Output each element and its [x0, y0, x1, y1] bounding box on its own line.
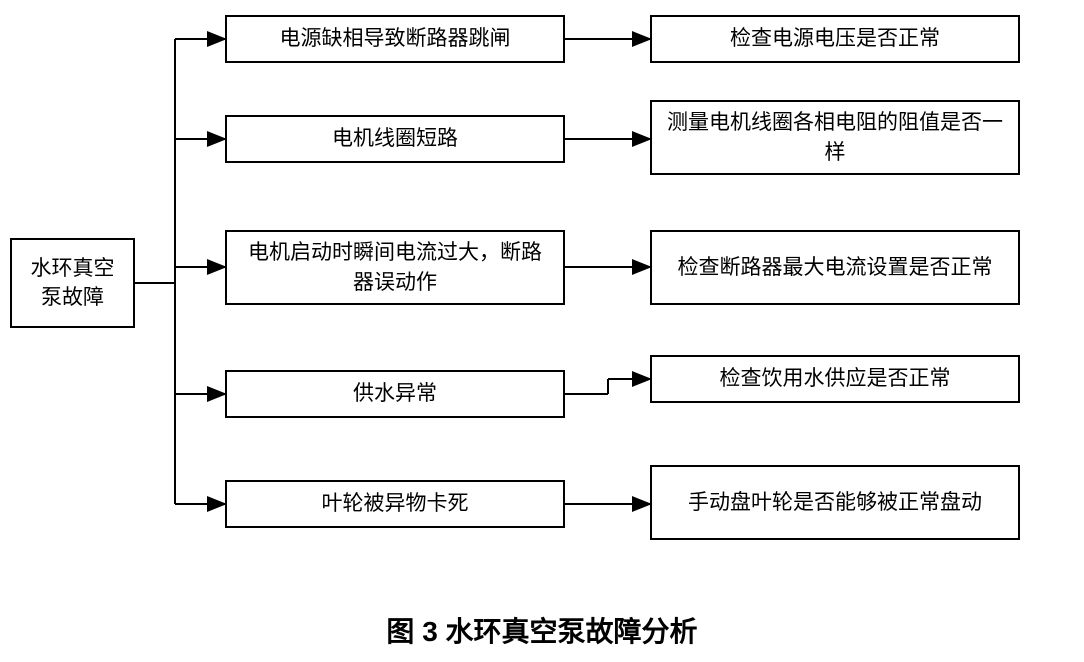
check-node-4: 手动盘叶轮是否能够被正常盘动: [650, 465, 1020, 540]
check-node-2: 检查断路器最大电流设置是否正常: [650, 230, 1020, 305]
cause-node-2: 电机启动时瞬间电流过大，断路器误动作: [225, 230, 565, 305]
check-label: 测量电机线圈各相电阻的阻值是否一样: [664, 108, 1006, 167]
root-node: 水环真空泵故障: [10, 238, 135, 328]
check-node-1: 测量电机线圈各相电阻的阻值是否一样: [650, 100, 1020, 175]
figure-caption: 图 3 水环真空泵故障分析: [0, 610, 1084, 650]
check-node-3: 检查饮用水供应是否正常: [650, 355, 1020, 403]
cause-label: 电源缺相导致断路器跳闸: [280, 24, 511, 53]
check-label: 检查饮用水供应是否正常: [720, 364, 951, 393]
check-node-0: 检查电源电压是否正常: [650, 15, 1020, 63]
check-label: 检查断路器最大电流设置是否正常: [678, 253, 993, 282]
cause-label: 电机线圈短路: [332, 124, 458, 153]
cause-node-0: 电源缺相导致断路器跳闸: [225, 15, 565, 63]
root-label: 水环真空泵故障: [24, 254, 121, 313]
flowchart-container: 水环真空泵故障 电源缺相导致断路器跳闸 检查电源电压是否正常 电机线圈短路 测量…: [0, 0, 1084, 600]
cause-label: 电机启动时瞬间电流过大，断路器误动作: [239, 238, 551, 297]
cause-label: 供水异常: [353, 379, 437, 408]
cause-node-4: 叶轮被异物卡死: [225, 480, 565, 528]
cause-label: 叶轮被异物卡死: [322, 489, 469, 518]
check-label: 检查电源电压是否正常: [730, 24, 940, 53]
check-label: 手动盘叶轮是否能够被正常盘动: [688, 488, 982, 517]
cause-node-1: 电机线圈短路: [225, 115, 565, 163]
cause-node-3: 供水异常: [225, 370, 565, 418]
